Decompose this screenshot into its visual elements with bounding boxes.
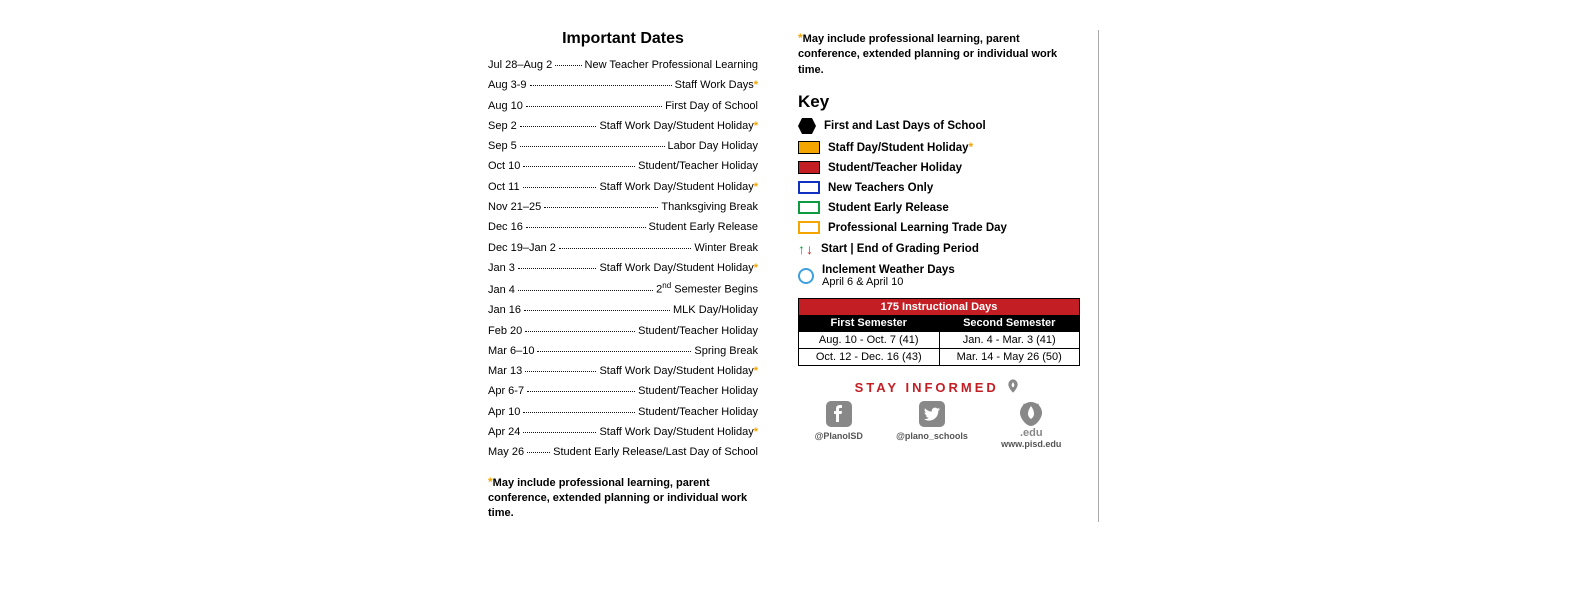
date-row: Apr 24Staff Work Day/Student Holiday* — [488, 425, 758, 439]
key-label: Student/Teacher Holiday — [828, 162, 962, 174]
key-row: ↑↓ Start | End of Grading Period — [798, 241, 1078, 257]
swatch-icon — [798, 141, 820, 154]
date-row: Apr 6-7Student/Teacher Holiday — [488, 384, 758, 398]
swatch-icon — [798, 181, 820, 194]
date-row: Aug 10First Day of School — [488, 99, 758, 113]
socials-row: @PlanoISD @plano_schools .eduwww.pisd.edu — [798, 399, 1078, 449]
key-label: Start | End of Grading Period — [821, 243, 979, 255]
key-row: New Teachers Only — [798, 181, 1078, 194]
key-label: New Teachers Only — [828, 182, 933, 194]
hexagon-icon — [798, 118, 816, 134]
key-row: Inclement Weather DaysApril 6 & April 10 — [798, 264, 1078, 288]
key-column: *May include professional learning, pare… — [798, 30, 1099, 522]
date-row: Jan 16MLK Day/Holiday — [488, 303, 758, 317]
table-col2-header: Second Semester — [940, 315, 1080, 331]
date-row: Dec 16Student Early Release — [488, 220, 758, 234]
arrows-icon: ↑↓ — [798, 241, 813, 257]
date-row: Jan 42nd Semester Begins — [488, 281, 758, 297]
table-subheader: First Semester Second Semester — [799, 315, 1079, 331]
swatch-icon — [798, 161, 820, 174]
date-row: Feb 20Student/Teacher Holiday — [488, 324, 758, 338]
key-row: Student/Teacher Holiday — [798, 161, 1078, 174]
table-header: 175 Instructional Days — [799, 299, 1079, 315]
footnote-right: *May include professional learning, pare… — [798, 30, 1078, 78]
date-row: Oct 11Staff Work Day/Student Holiday* — [488, 180, 758, 194]
instructional-days-table: 175 Instructional Days First Semester Se… — [798, 298, 1080, 366]
key-row: First and Last Days of School — [798, 118, 1078, 134]
key-label: Student Early Release — [828, 202, 949, 214]
key-label: Staff Day/Student Holiday* — [828, 142, 973, 154]
important-dates-title: Important Dates — [488, 30, 758, 48]
date-row: Apr 10Student/Teacher Holiday — [488, 405, 758, 419]
footnote-left: *May include professional learning, pare… — [488, 474, 758, 522]
date-row: Sep 5Labor Day Holiday — [488, 139, 758, 153]
key-list: First and Last Days of School Staff Day/S… — [798, 118, 1078, 288]
date-row: Jul 28–Aug 2New Teacher Professional Lea… — [488, 58, 758, 72]
table-col1-header: First Semester — [799, 315, 940, 331]
date-row: Jan 3Staff Work Day/Student Holiday* — [488, 261, 758, 275]
date-row: Mar 6–10Spring Break — [488, 344, 758, 358]
social-twitter[interactable]: @plano_schools — [896, 399, 968, 449]
important-dates-column: Important Dates Jul 28–Aug 2New Teacher … — [488, 30, 758, 522]
social-web[interactable]: .eduwww.pisd.edu — [1001, 399, 1061, 449]
swatch-icon — [798, 201, 820, 214]
date-row: Mar 13Staff Work Day/Student Holiday* — [488, 364, 758, 378]
key-row: Staff Day/Student Holiday* — [798, 141, 1078, 154]
date-row: Dec 19–Jan 2Winter Break — [488, 241, 758, 255]
key-row: Professional Learning Trade Day — [798, 221, 1078, 234]
date-row: Aug 3-9Staff Work Days* — [488, 78, 758, 92]
date-row: Oct 10Student/Teacher Holiday — [488, 159, 758, 173]
social-facebook[interactable]: @PlanoISD — [815, 399, 863, 449]
date-row: May 26Student Early Release/Last Day of … — [488, 445, 758, 459]
table-row: Oct. 12 - Dec. 16 (43)Mar. 14 - May 26 (… — [799, 348, 1079, 365]
stay-informed-heading: STAY INFORMED — [798, 378, 1078, 395]
key-row: Student Early Release — [798, 201, 1078, 214]
key-label: Inclement Weather DaysApril 6 & April 10 — [822, 264, 955, 288]
date-row: Sep 2Staff Work Day/Student Holiday* — [488, 119, 758, 133]
key-title: Key — [798, 92, 1078, 112]
key-label: First and Last Days of School — [824, 120, 986, 132]
table-row: Aug. 10 - Oct. 7 (41)Jan. 4 - Mar. 3 (41… — [799, 331, 1079, 348]
circle-icon — [798, 268, 814, 284]
date-row: Nov 21–25Thanksgiving Break — [488, 200, 758, 214]
key-label: Professional Learning Trade Day — [828, 222, 1007, 234]
swatch-icon — [798, 221, 820, 234]
dates-list: Jul 28–Aug 2New Teacher Professional Lea… — [488, 58, 758, 460]
